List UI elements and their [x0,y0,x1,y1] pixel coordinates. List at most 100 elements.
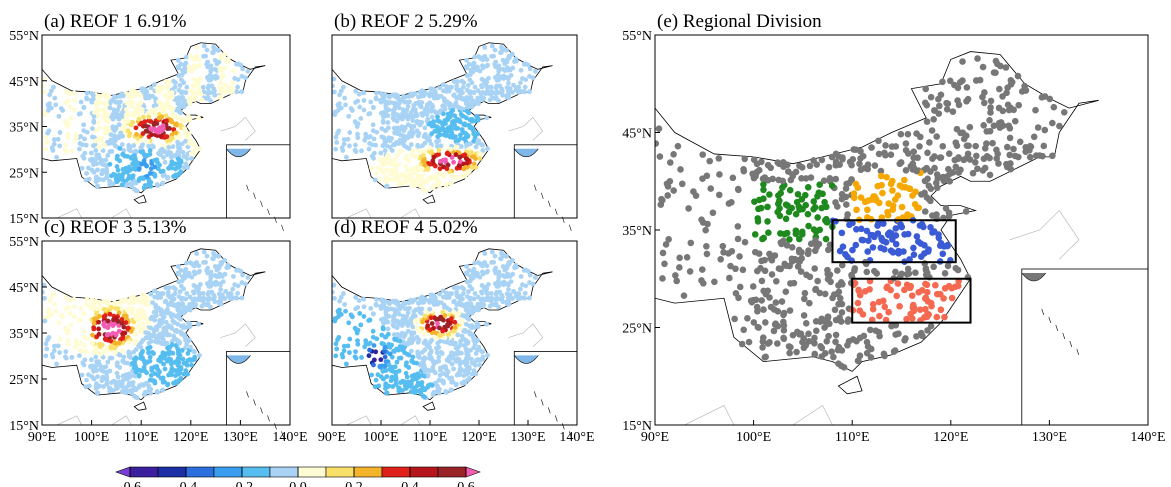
station-dot [893,293,900,300]
station-dot [981,100,988,107]
station-dot [469,150,474,155]
station-dot [835,301,842,308]
station-dot [334,347,339,352]
station-dot [825,333,832,340]
station-dot [425,385,430,390]
station-dot [379,341,384,346]
station-dot [808,241,815,248]
station-dot [866,286,873,293]
station-dot [833,317,840,324]
station-dot [746,339,753,346]
station-dot [85,130,90,135]
station-dot [851,194,858,201]
station-dot [494,86,499,91]
station-dot [776,205,783,212]
station-dot [477,156,482,161]
station-dot [735,236,742,243]
station-dot [355,338,360,343]
station-dot [358,116,363,121]
station-dot [470,104,475,109]
station-dot [744,315,751,322]
station-dot [868,144,875,151]
station-dot [344,362,349,367]
station-dot [245,69,250,74]
station-dot [63,354,68,359]
station-dot [368,100,373,105]
station-dot [932,282,939,289]
station-dot [922,100,929,107]
station-dot [1008,77,1015,84]
station-dot [998,119,1005,126]
station-dot [462,328,467,333]
station-dot [805,247,812,254]
station-dot [181,287,186,292]
station-dot [132,360,137,365]
station-dot [431,183,436,188]
station-dot [191,94,196,99]
station-dot [410,374,415,379]
station-dot [944,243,951,250]
station-dot [934,175,941,182]
station-dot [156,99,161,104]
station-dot [518,80,523,85]
station-dot [759,278,766,285]
station-dot [711,279,718,286]
station-dot [82,343,87,348]
station-dot [213,67,218,72]
colorbar-end [116,467,130,477]
station-dot [359,148,364,153]
station-dot [357,105,362,110]
station-dot [102,142,107,147]
station-dot [49,89,54,94]
station-dot [391,307,396,312]
station-dot [77,147,82,152]
station-dot [386,327,391,332]
station-dot [371,156,376,161]
station-dot [794,329,801,336]
station-dot [767,164,774,171]
station-dot [182,126,187,131]
lon-label: 140°E [272,430,307,445]
station-dot [343,102,348,107]
station-dot [455,351,460,356]
station-dot [522,268,527,273]
station-dot [372,343,377,348]
station-dot [457,155,462,160]
station-dot [418,103,423,108]
station-dot [475,271,480,276]
station-dot [438,339,443,344]
station-dot [411,124,416,129]
station-dot [888,323,895,330]
station-dot [181,372,186,377]
station-dot [405,306,410,311]
station-dot [124,107,129,112]
station-dot [102,349,107,354]
station-dot [74,338,79,343]
station-dot [378,158,383,163]
station-dot [376,166,381,171]
station-dot [174,152,179,157]
station-dot [470,100,475,105]
station-dot [82,312,87,317]
station-dot [394,126,399,131]
station-dot [186,320,191,325]
station-dot [211,256,216,261]
station-dot [431,119,436,124]
station-dot [832,176,839,183]
station-dot [426,166,431,171]
station-dot [391,142,396,147]
station-dot [905,231,912,238]
station-dot [437,180,442,185]
station-dot [143,96,148,101]
station-dot [158,332,163,337]
station-dot [470,287,475,292]
station-dot [533,275,538,280]
station-dot [95,184,100,189]
station-dot [119,298,124,303]
station-dot [383,383,388,388]
station-dot [901,287,908,294]
station-dot [819,191,826,198]
station-dot [480,291,485,296]
station-dot [432,96,437,101]
station-dot [42,90,47,95]
